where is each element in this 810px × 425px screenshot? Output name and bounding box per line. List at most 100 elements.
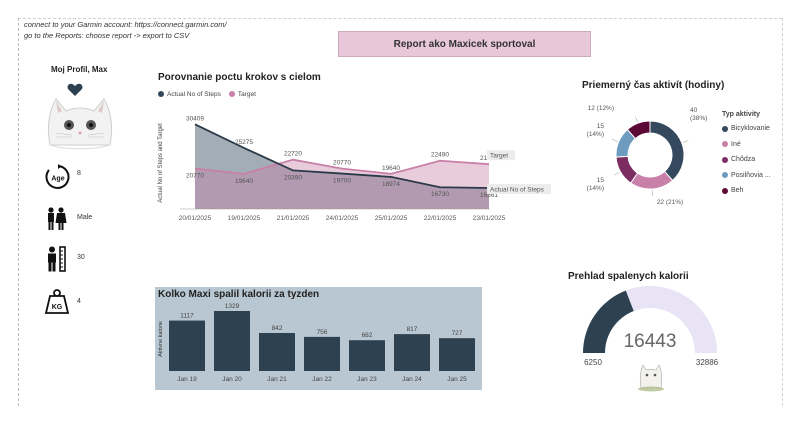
gauge-max-label: 32886 [696, 358, 719, 367]
cat-avatar-icon [47, 98, 113, 150]
legend-actual[interactable]: Actual No of Steps [158, 91, 221, 98]
calorie-x-tick-label: Jan 25 [447, 376, 467, 383]
activity-legend-item[interactable]: Bicyklovanie [722, 121, 771, 137]
legend-target-label: Target [237, 91, 256, 98]
calorie-x-tick-label: Jan 19 [177, 376, 197, 383]
steps-x-tick-label: 19/01/2025 [228, 215, 261, 222]
actual-steps-area [195, 124, 489, 209]
donut-data-label: (38%) [690, 115, 707, 122]
weight-icon: KG [44, 289, 70, 314]
donut-leader-line [682, 140, 689, 143]
target-end-label: Target [487, 150, 515, 161]
cat-mascot-icon [638, 364, 664, 392]
calories-y-axis-label: Aktivne kalorie [158, 321, 164, 357]
report-frame-left [18, 18, 20, 406]
donut-data-label: (14%) [587, 131, 604, 138]
calorie-value-label: 817 [407, 326, 418, 333]
calorie-value-label: 1329 [225, 303, 240, 310]
target-end-label-bg [487, 150, 515, 161]
activity-legend-label: Posilňovia ... [731, 171, 771, 179]
calorie-x-tick-label: Jan 23 [357, 376, 377, 383]
donut-slice [626, 120, 651, 140]
report-banner[interactable]: Report ako Maxicek sportoval [338, 31, 591, 57]
profile-title: Moj Profil, Max [51, 65, 108, 74]
activity-legend-label: Bicyklovanie [731, 125, 770, 133]
steps-x-tick-label: 23/01/2025 [473, 215, 506, 222]
calorie-bar [439, 338, 475, 371]
calories-bar-chart: Aktivne kalorie 1117 Jan 19 1329 Jan 20 842 Ja… [158, 303, 475, 383]
target-end-label-text: Target [490, 153, 508, 160]
target-data-label: 19640 [235, 178, 253, 185]
legend-actual-label: Actual No of Steps [167, 91, 221, 98]
actual-data-label: 19700 [333, 178, 351, 185]
activity-legend-item[interactable]: Posilňovia ... [722, 168, 771, 184]
activity-legend-item[interactable]: Chôdza [722, 152, 771, 168]
calorie-value-label: 727 [452, 330, 463, 337]
steps-chart-title: Porovnanie poctu krokov s cielom [158, 72, 321, 83]
gender-value: Male [77, 214, 93, 221]
age-icon-label: Age [51, 176, 64, 183]
donut-data-label: (14%) [587, 185, 604, 192]
activity-legend-dot [722, 172, 728, 179]
activity-legend-title: Typ aktivity [722, 111, 760, 118]
steps-x-tick-label: 20/01/2025 [179, 215, 212, 222]
target-area [195, 159, 489, 209]
actual-end-label: Actual No of Steps [487, 184, 551, 195]
steps-legend: Actual No of Steps Target [158, 91, 256, 98]
activity-donut-chart: 40(38%)22 (21%)15(14%)15(14%)12 (12%) [587, 105, 708, 206]
calories-chart-title: Kolko Maxi spalil kalorii za tyzden [158, 289, 320, 300]
actual-data-label: 30409 [186, 115, 204, 122]
steps-x-tick-label: 22/01/2025 [424, 215, 457, 222]
weight-value: 4 [77, 298, 81, 305]
calories-panel: Kolko Maxi spalil kalorii za tyzden Akti… [155, 287, 482, 390]
activity-legend-label: Iné [731, 140, 741, 148]
gauge-min-label: 6250 [584, 358, 602, 367]
steps-x-tick-label: 25/01/2025 [375, 215, 408, 222]
report-frame-top [18, 18, 782, 19]
legend-target[interactable]: Target [228, 91, 256, 98]
target-data-label: 19640 [382, 165, 400, 172]
donut-data-label: 22 (21%) [657, 199, 683, 206]
calorie-x-tick-label: Jan 24 [402, 376, 422, 383]
actual-end-label-bg [487, 184, 551, 195]
report-banner-text: Report ako Maxicek sportoval [393, 38, 536, 50]
activity-legend-item[interactable]: Beh [722, 183, 771, 199]
calorie-bar [214, 311, 250, 371]
activity-legend-dot [722, 125, 728, 132]
actual-data-label: 20390 [284, 174, 302, 181]
report-frame-right [782, 18, 783, 406]
calorie-bar [259, 332, 295, 371]
activity-legend-dot [722, 141, 728, 148]
gauge-title: Prehlad spalenych kalorii [568, 271, 689, 282]
donut-leader-line [612, 139, 618, 142]
legend-actual-dot [158, 91, 164, 98]
calorie-value-label: 756 [317, 329, 328, 336]
donut-leader-line [614, 171, 620, 176]
actual-data-label: 25275 [235, 139, 253, 146]
calorie-bar [349, 340, 385, 371]
target-line [194, 158, 490, 175]
donut-leader-line [635, 116, 638, 123]
actual-steps-line [194, 123, 490, 189]
gauge-value-arc [583, 290, 634, 353]
donut-data-label: 15 [597, 123, 605, 130]
donut-chart-title: Priemerný čas aktivít (hodiny) [582, 80, 725, 91]
calorie-bar [169, 320, 205, 371]
height-value: 30 [77, 254, 85, 261]
instruction-note-2: go to the Reports: choose report -> expo… [24, 31, 190, 40]
donut-data-label: 12 (12%) [588, 105, 614, 112]
activity-legend-item[interactable]: Iné [722, 137, 771, 153]
activity-legend-dot [722, 187, 728, 194]
target-data-label: 20770 [333, 160, 351, 167]
heart-icon [67, 83, 83, 96]
target-data-label: 20770 [186, 173, 204, 180]
gauge-remaining-arc [625, 286, 717, 353]
instruction-note-1: connect to your Garmin account: https://… [24, 20, 227, 29]
calorie-x-tick-label: Jan 22 [312, 376, 332, 383]
actual-data-label: 16730 [431, 191, 449, 198]
age-icon: Age [45, 164, 70, 189]
activity-legend: Typ aktivity Bicyklovanie Iné Chôdza Posilň… [722, 111, 771, 199]
calorie-value-label: 842 [272, 325, 283, 332]
steps-area-chart: Actual No of Steps and Target 30409 25275 2… [158, 115, 551, 222]
steps-x-tick-label: 24/01/2025 [326, 215, 359, 222]
